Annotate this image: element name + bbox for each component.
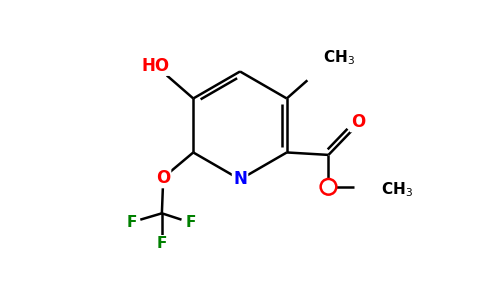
- Text: N: N: [233, 170, 247, 188]
- Text: HO: HO: [141, 57, 169, 75]
- Text: O: O: [351, 113, 365, 131]
- Text: F: F: [126, 214, 136, 230]
- Text: F: F: [185, 214, 196, 230]
- Text: CH$_3$: CH$_3$: [381, 180, 413, 199]
- Text: O: O: [156, 169, 170, 187]
- Circle shape: [322, 180, 335, 194]
- Text: F: F: [157, 236, 167, 251]
- Text: CH$_3$: CH$_3$: [323, 48, 355, 67]
